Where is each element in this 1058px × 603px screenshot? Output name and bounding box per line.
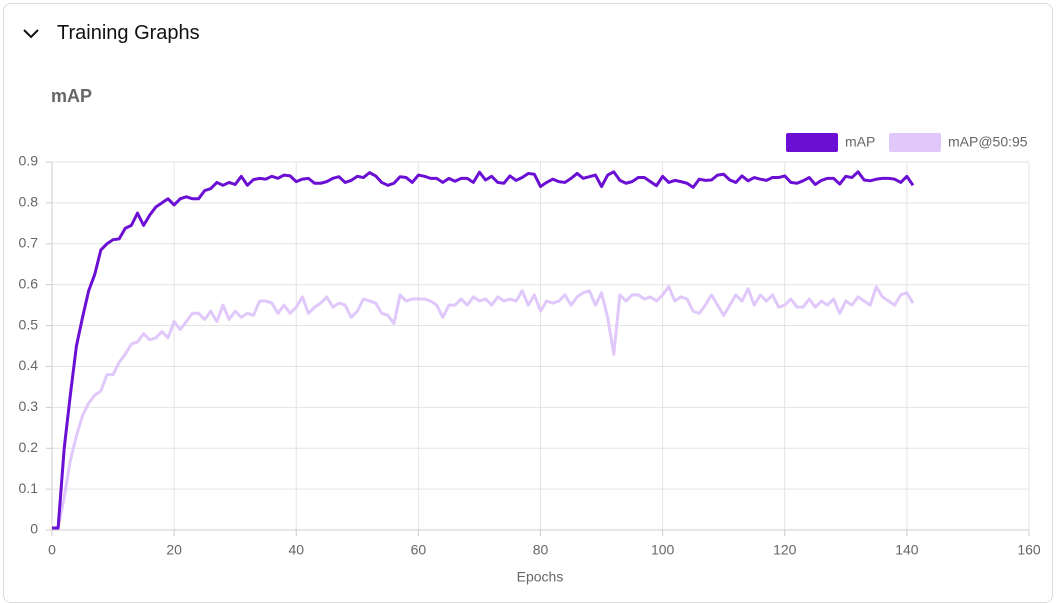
collapse-chevron[interactable] (22, 28, 40, 40)
legend-swatch (786, 133, 838, 152)
x-tick-label: 140 (895, 542, 919, 558)
x-tick-label: 100 (651, 542, 675, 558)
x-tick-label: 160 (1017, 542, 1041, 558)
x-axis-label: Epochs (517, 569, 564, 585)
y-tick-label: 0.8 (19, 194, 39, 210)
y-tick-label: 0 (30, 521, 38, 537)
y-tick-label: 0.7 (19, 234, 39, 250)
x-tick-label: 60 (411, 542, 427, 558)
line-series (52, 285, 915, 530)
y-tick-label: 0.9 (19, 153, 39, 169)
page: {"header": {"title": "Training Graphs"},… (3, 3, 1053, 603)
legend-swatch (889, 133, 941, 152)
line-series (52, 170, 915, 530)
x-tick-label: 80 (533, 542, 549, 558)
x-tick-label: 20 (166, 542, 182, 558)
legend-label: mAP@50:95 (948, 134, 1028, 150)
legend-label: mAP (845, 134, 875, 150)
y-tick-label: 0.6 (19, 275, 39, 291)
chart: mAP Epochs 0 0.1 0.2 0.3 0.4 0.5 0.6 0.7 0.8 0.9 0… (19, 86, 1041, 585)
y-tick-label: 0.1 (19, 480, 39, 496)
panel-title: Training Graphs (57, 22, 200, 44)
y-tick-label: 0.3 (19, 398, 39, 414)
y-tick-label: 0.5 (19, 316, 39, 332)
y-tick-label: 0.4 (19, 357, 39, 373)
chart-title: mAP (51, 86, 92, 106)
y-tick-label: 0.2 (19, 439, 39, 455)
x-tick-label: 40 (288, 542, 304, 558)
x-tick-label: 120 (773, 542, 797, 558)
x-tick-label: 0 (48, 542, 56, 558)
